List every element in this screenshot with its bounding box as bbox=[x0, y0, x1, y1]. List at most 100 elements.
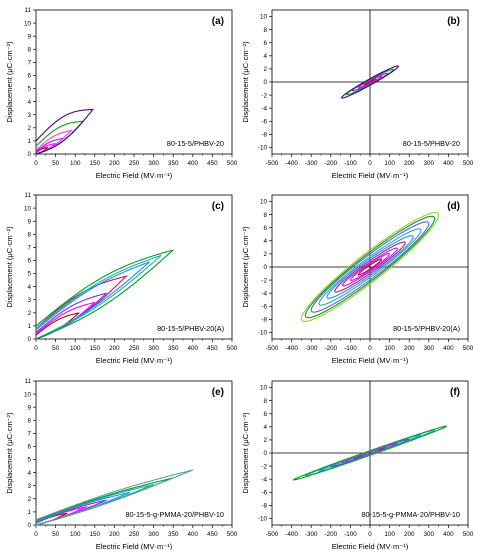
y-tick-label: 6 bbox=[27, 73, 31, 80]
x-tick-label: 200 bbox=[404, 531, 415, 538]
x-tick-label: 100 bbox=[70, 160, 81, 167]
y-tick-label: 8 bbox=[27, 231, 31, 238]
y-tick-label: 3 bbox=[27, 483, 31, 490]
y-tick-label: 10 bbox=[260, 14, 268, 21]
y-tick-label: 0 bbox=[27, 336, 31, 343]
plot-frame bbox=[35, 380, 233, 526]
hysteresis-loop bbox=[35, 499, 107, 526]
x-tick-label: 500 bbox=[227, 160, 238, 167]
sample-annotation: 80-15-5-g-PMMA-20/PHBV-10 bbox=[125, 510, 224, 519]
x-tick-label: 450 bbox=[207, 160, 218, 167]
panel-label: (a) bbox=[212, 16, 224, 27]
y-tick-label: -2 bbox=[261, 463, 267, 470]
y-tick-label: -10 bbox=[258, 330, 268, 337]
y-tick-label: 10 bbox=[24, 391, 32, 398]
x-axis-label: Electric Field (MV·m⁻¹) bbox=[96, 356, 173, 365]
x-tick-label: 350 bbox=[168, 160, 179, 167]
y-axis-label: Displacement (μC·cm⁻²) bbox=[5, 412, 14, 494]
x-tick-label: 500 bbox=[463, 531, 474, 538]
y-tick-label: 8 bbox=[27, 417, 31, 424]
sample-annotation: 80-15-5/PHBV-20(A) bbox=[157, 324, 224, 333]
x-tick-label: 0 bbox=[368, 160, 372, 167]
y-tick-label: 5 bbox=[27, 86, 31, 93]
x-tick-label: 350 bbox=[168, 345, 179, 352]
hysteresis-loop bbox=[35, 312, 80, 340]
sample-annotation: 80-15-5-g-PMMA-20/PHBV-10 bbox=[361, 510, 460, 519]
y-tick-label: 1 bbox=[27, 138, 31, 145]
y-tick-label: -2 bbox=[261, 92, 267, 99]
panel-e: 0 50 100 150 200 250 300 350 400 450 500 0 1 2 3 4 5 6 7 8 9… bbox=[5, 378, 238, 551]
x-tick-label: -200 bbox=[324, 531, 337, 538]
y-tick-label: 8 bbox=[263, 212, 267, 219]
y-tick-label: 2 bbox=[27, 496, 31, 503]
hysteresis-loop bbox=[349, 252, 391, 282]
plot-frame bbox=[35, 9, 233, 155]
y-tick-label: 4 bbox=[27, 284, 31, 291]
hysteresis-loop bbox=[357, 258, 383, 276]
x-tick-label: 450 bbox=[207, 345, 218, 352]
hysteresis-loop bbox=[342, 247, 398, 287]
x-tick-label: -400 bbox=[285, 160, 298, 167]
x-axis-label: Electric Field (MV·m⁻¹) bbox=[332, 356, 409, 365]
hysteresis-loop bbox=[35, 469, 194, 526]
panel-c: 0 50 100 150 200 250 300 350 400 450 500 0 1 2 3 4 5 6 7 8 9… bbox=[5, 192, 238, 365]
y-tick-label: 4 bbox=[27, 470, 31, 477]
y-tick-label: 6 bbox=[27, 444, 31, 451]
panel-d: -500 -400 -300 -200 -100 0 100 200 300 400 500-10-… bbox=[241, 194, 474, 365]
hysteresis-loop bbox=[300, 212, 440, 322]
hysteresis-loop bbox=[35, 249, 174, 340]
x-tick-label: -100 bbox=[344, 345, 357, 352]
y-tick-label: 9 bbox=[27, 404, 31, 411]
y-tick-label: 4 bbox=[27, 99, 31, 106]
y-tick-label: 1 bbox=[27, 323, 31, 330]
hysteresis-loop bbox=[304, 215, 436, 319]
x-tick-label: -200 bbox=[324, 345, 337, 352]
x-tick-label: 150 bbox=[90, 160, 101, 167]
x-tick-label: -500 bbox=[266, 160, 279, 167]
y-axis-label: Displacement (μC·cm⁻²) bbox=[241, 412, 250, 494]
hysteresis-loop bbox=[341, 65, 399, 99]
x-tick-label: 300 bbox=[148, 531, 159, 538]
y-tick-label: 8 bbox=[263, 27, 267, 34]
x-tick-label: 100 bbox=[70, 345, 81, 352]
y-tick-label: -4 bbox=[261, 476, 267, 483]
x-tick-label: 200 bbox=[109, 345, 120, 352]
x-tick-label: 0 bbox=[368, 345, 372, 352]
y-tick-label: 11 bbox=[24, 7, 31, 14]
hysteresis-loop bbox=[310, 221, 430, 313]
y-tick-label: 11 bbox=[24, 378, 31, 385]
y-tick-label: 0 bbox=[263, 79, 267, 86]
hysteresis-loop bbox=[35, 261, 151, 340]
y-tick-label: 4 bbox=[263, 238, 267, 245]
x-tick-label: 300 bbox=[424, 345, 435, 352]
y-tick-label: -10 bbox=[258, 145, 268, 152]
x-tick-label: 500 bbox=[227, 345, 238, 352]
y-tick-label: 6 bbox=[263, 225, 267, 232]
x-tick-label: 400 bbox=[443, 160, 454, 167]
x-tick-label: -300 bbox=[305, 531, 318, 538]
y-tick-label: -6 bbox=[261, 489, 267, 496]
x-axis-label: Electric Field (MV·m⁻¹) bbox=[332, 542, 409, 550]
y-tick-label: 5 bbox=[27, 271, 31, 278]
y-tick-label: 7 bbox=[27, 431, 31, 438]
y-tick-label: 11 bbox=[24, 192, 31, 199]
x-axis-label: Electric Field (MV·m⁻¹) bbox=[332, 171, 409, 180]
x-tick-label: -500 bbox=[266, 531, 279, 538]
y-tick-label: 3 bbox=[27, 297, 31, 304]
x-tick-label: 200 bbox=[109, 160, 120, 167]
y-tick-label: 10 bbox=[260, 385, 268, 392]
x-tick-label: 100 bbox=[384, 531, 395, 538]
x-tick-label: 400 bbox=[188, 160, 199, 167]
panel-label: (d) bbox=[447, 201, 460, 212]
x-tick-label: 0 bbox=[368, 531, 372, 538]
x-tick-label: 200 bbox=[404, 160, 415, 167]
y-tick-label: -4 bbox=[261, 105, 267, 112]
x-tick-label: 500 bbox=[463, 160, 474, 167]
y-tick-label: 8 bbox=[27, 46, 31, 53]
x-tick-label: 400 bbox=[443, 531, 454, 538]
x-tick-label: 250 bbox=[129, 531, 140, 538]
panel-label: (e) bbox=[212, 387, 224, 398]
x-tick-label: 350 bbox=[168, 531, 179, 538]
x-axis-label: Electric Field (MV·m⁻¹) bbox=[96, 171, 173, 180]
